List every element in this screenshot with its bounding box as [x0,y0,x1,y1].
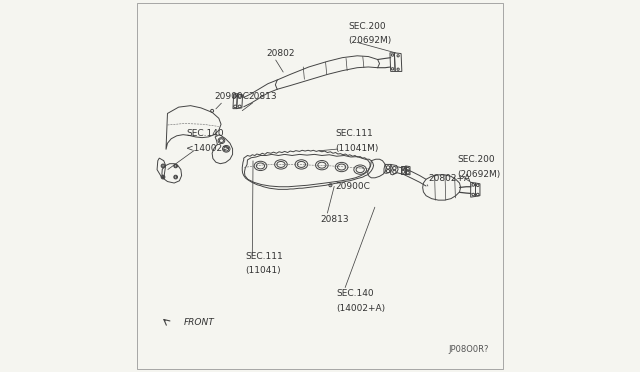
Text: <14002>: <14002> [186,144,230,153]
Text: 20900C: 20900C [214,92,249,101]
Text: (11041M): (11041M) [335,144,378,153]
Text: (14002+A): (14002+A) [337,304,386,313]
Text: SEC.140: SEC.140 [337,289,374,298]
Text: FRONT: FRONT [184,318,215,327]
Text: 20813: 20813 [320,215,349,224]
Text: (20692M): (20692M) [348,36,391,45]
Text: SEC.111: SEC.111 [335,129,372,138]
Text: 20802: 20802 [266,49,294,58]
Text: SEC.200: SEC.200 [348,22,385,31]
Text: SEC.140: SEC.140 [186,129,224,138]
Text: JP08O0R?: JP08O0R? [449,345,489,354]
Text: SEC.200: SEC.200 [457,155,495,164]
Text: (11041): (11041) [246,266,281,275]
Text: 20900C: 20900C [335,182,370,190]
Text: 20813: 20813 [248,92,277,101]
Text: 20802+A: 20802+A [428,174,470,183]
Text: (20692M): (20692M) [457,170,500,179]
Text: SEC.111: SEC.111 [246,252,284,261]
